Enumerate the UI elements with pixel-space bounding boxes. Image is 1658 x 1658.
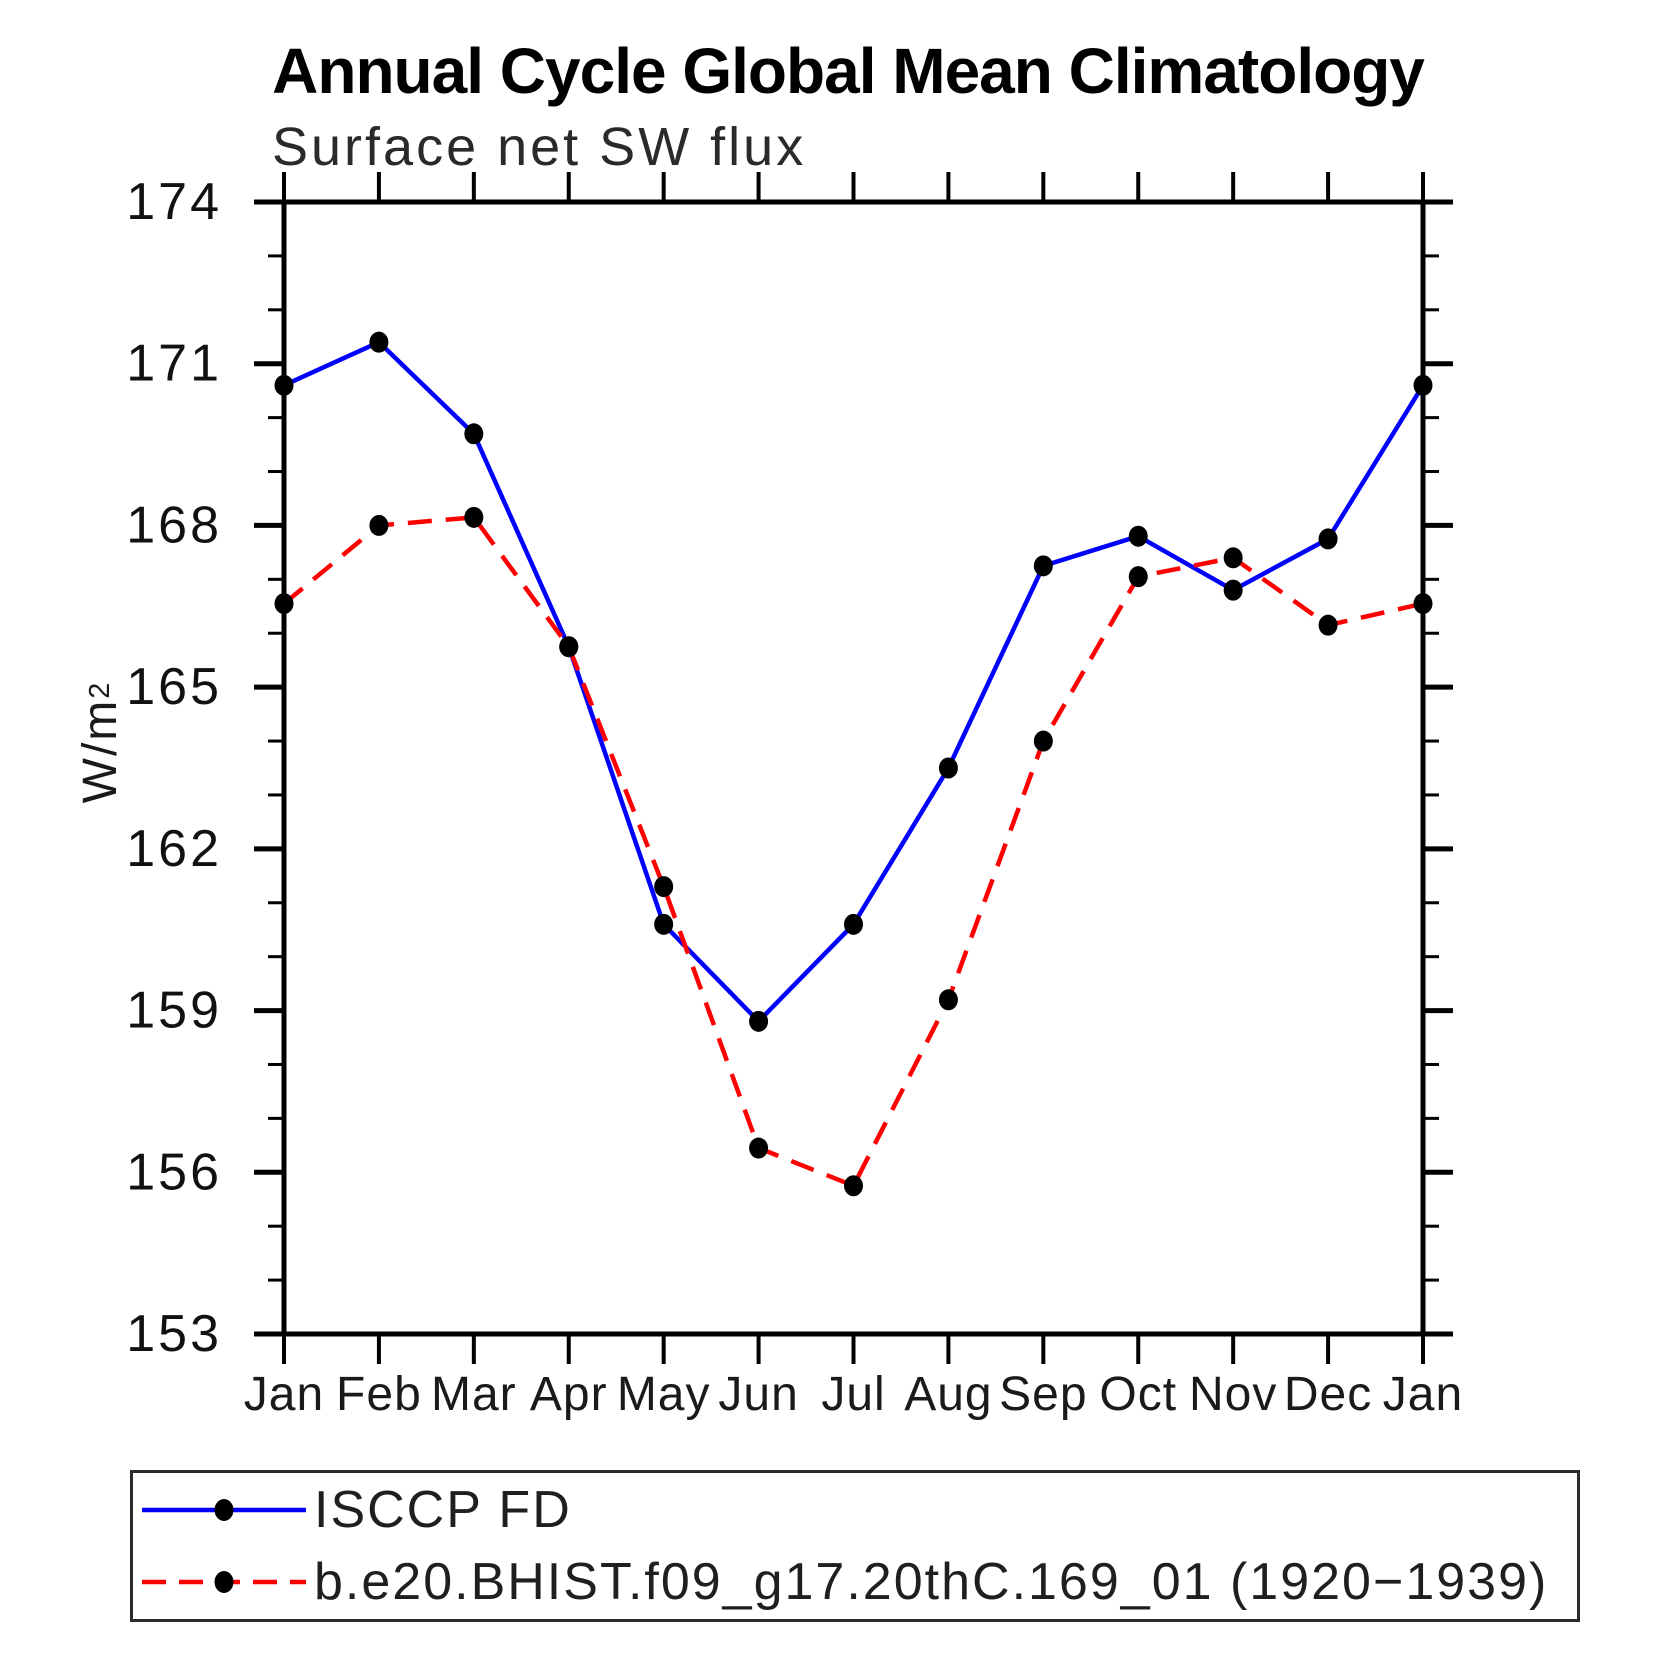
data-point-isccp: [274, 374, 294, 396]
data-point-model: [274, 593, 294, 615]
data-point-model: [1223, 547, 1243, 569]
data-point-model: [1318, 614, 1338, 636]
plot-frame: [281, 199, 1426, 1337]
x-axis-tick-label: Aug: [904, 1368, 992, 1421]
legend-line-dashed-red: [142, 1571, 306, 1593]
chart-subtitle: Surface net SW flux: [272, 117, 807, 177]
x-axis-tick-label: Feb: [336, 1368, 422, 1421]
data-point-isccp: [1223, 579, 1243, 601]
x-axis-tick-label: Jan: [1383, 1368, 1463, 1421]
data-point-isccp: [1128, 525, 1148, 547]
y-axis-tick-label: 162: [126, 820, 222, 878]
y-axis-tick-label: 168: [126, 496, 222, 554]
data-point-isccp: [1413, 374, 1433, 396]
x-axis-tick-label: Jul: [821, 1368, 885, 1421]
y-axis-tick-label: 156: [126, 1143, 222, 1201]
y-axis-tick-label: 165: [126, 658, 222, 716]
legend-marker-dot: [214, 1571, 234, 1593]
data-point-model: [1128, 566, 1148, 588]
x-axis-tick-label: May: [617, 1368, 711, 1421]
data-point-isccp: [938, 757, 958, 779]
data-point-model: [369, 514, 389, 536]
y-axis-tick-label: 159: [126, 982, 222, 1040]
data-point-model: [749, 1137, 769, 1159]
x-axis-tick-label: Oct: [1099, 1368, 1177, 1421]
data-point-isccp: [1033, 555, 1053, 577]
data-point-isccp: [749, 1010, 769, 1032]
legend-line-solid-blue: [142, 1499, 306, 1521]
data-point-model: [1033, 730, 1053, 752]
data-point-model: [464, 506, 484, 528]
series-line-model: [282, 514, 1424, 1189]
data-point-model: [844, 1175, 863, 1197]
data-point-model: [938, 989, 958, 1011]
y-axis-tick-label: 153: [126, 1305, 222, 1363]
legend-marker-dot: [214, 1499, 234, 1521]
x-axis-tick-label: Mar: [431, 1368, 517, 1421]
x-axis-tick-label: Dec: [1284, 1368, 1372, 1421]
legend-entry-isccp: ISCCP FD: [138, 1478, 1577, 1542]
x-axis-tick-label: Jun: [718, 1368, 798, 1421]
chart-title: Annual Cycle Global Mean Climatology: [272, 35, 1425, 107]
x-axis-tick-label: Nov: [1189, 1368, 1277, 1421]
data-point-model: [654, 876, 674, 898]
data-point-isccp: [464, 423, 484, 445]
data-point-isccp: [369, 331, 389, 353]
data-point-isccp: [1318, 528, 1338, 550]
x-axis-tick-label: Apr: [530, 1368, 608, 1421]
legend-box: ISCCP FD b.e20.BHIST.f09_g17.20thC.169_0…: [130, 1470, 1580, 1622]
y-axis-tick-label: 171: [126, 335, 222, 393]
legend-entry-model: b.e20.BHIST.f09_g17.20thC.169_01 (1920−1…: [138, 1550, 1577, 1614]
x-axis-tick-label: Sep: [999, 1368, 1087, 1421]
data-point-isccp: [654, 913, 674, 935]
data-point-isccp: [844, 913, 863, 935]
data-point-model: [559, 636, 579, 658]
legend-label-isccp: ISCCP FD: [314, 1481, 572, 1539]
data-point-model: [1413, 593, 1433, 615]
x-axis-tick-label: Jan: [244, 1368, 324, 1421]
y-axis-tick-label: 174: [126, 173, 222, 231]
legend-label-model: b.e20.BHIST.f09_g17.20thC.169_01 (1920−1…: [314, 1553, 1549, 1611]
